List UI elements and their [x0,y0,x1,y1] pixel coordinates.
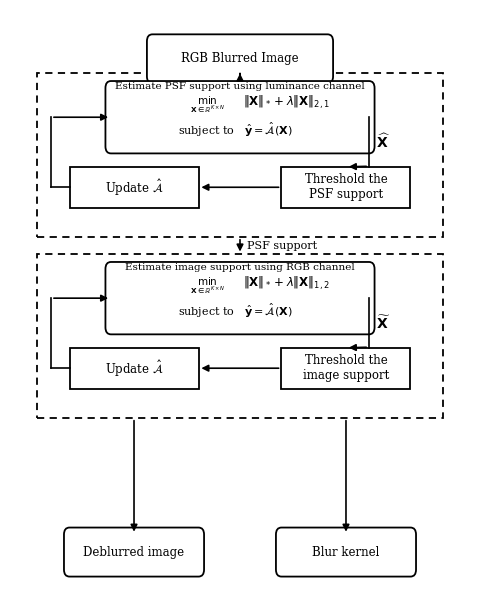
Text: Estimate image support using RGB channel: Estimate image support using RGB channel [125,263,355,272]
Text: $\|\mathbf{X}\|_* + \lambda\|\mathbf{X}\|_{2,1}$: $\|\mathbf{X}\|_* + \lambda\|\mathbf{X}\… [243,94,329,111]
Text: Threshold the
PSF support: Threshold the PSF support [305,173,387,201]
FancyBboxPatch shape [106,262,374,334]
Bar [37,254,443,418]
Bar [281,167,410,208]
Text: Threshold the
image support: Threshold the image support [303,354,389,382]
FancyBboxPatch shape [147,34,333,83]
Text: $\widetilde{\mathbf{X}}$: $\widetilde{\mathbf{X}}$ [376,314,390,332]
Text: Blur kernel: Blur kernel [312,545,380,559]
Text: $\underset{\mathbf{X}\in\mathbb{R}^{K\times N}}{\min}$: $\underset{\mathbf{X}\in\mathbb{R}^{K\ti… [190,94,226,115]
Bar [281,348,410,389]
Bar [37,74,443,237]
FancyBboxPatch shape [276,528,416,576]
Text: PSF support: PSF support [247,241,317,250]
FancyBboxPatch shape [106,81,374,153]
Text: Deblurred image: Deblurred image [84,545,185,559]
Text: Update $\hat{\mathcal{A}}$: Update $\hat{\mathcal{A}}$ [105,358,164,379]
Bar [70,167,199,208]
Text: RGB Blurred Image: RGB Blurred Image [181,52,299,65]
FancyBboxPatch shape [64,528,204,576]
Text: Update $\hat{\mathcal{A}}$: Update $\hat{\mathcal{A}}$ [105,177,164,198]
Text: subject to   $\hat{\mathbf{y}} = \hat{\mathcal{A}}(\mathbf{X})$: subject to $\hat{\mathbf{y}} = \hat{\mat… [178,121,293,139]
Text: Estimate PSF support using luminance channel: Estimate PSF support using luminance cha… [115,82,365,91]
Text: $\underset{\mathbf{X}\in\mathbb{R}^{K\times N}}{\min}$: $\underset{\mathbf{X}\in\mathbb{R}^{K\ti… [190,275,226,295]
Text: subject to   $\hat{\mathbf{y}} = \hat{\mathcal{A}}(\mathbf{X})$: subject to $\hat{\mathbf{y}} = \hat{\mat… [178,302,293,320]
Text: $\|\mathbf{X}\|_* + \lambda\|\mathbf{X}\|_{1,2}$: $\|\mathbf{X}\|_* + \lambda\|\mathbf{X}\… [243,274,329,292]
Bar [70,348,199,389]
Text: $\widehat{\mathbf{X}}$: $\widehat{\mathbf{X}}$ [376,133,390,151]
